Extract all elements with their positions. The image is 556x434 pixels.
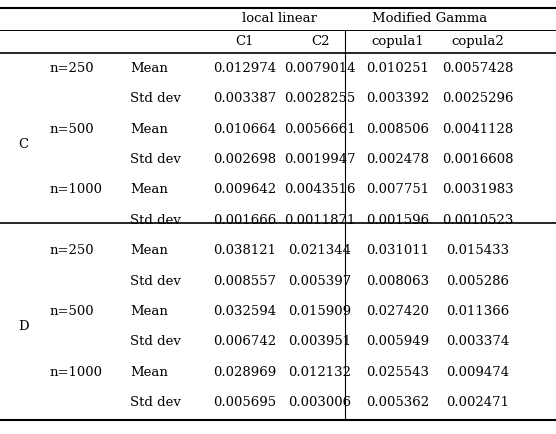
Text: n=500: n=500 — [50, 122, 95, 135]
Text: 0.005949: 0.005949 — [366, 335, 430, 349]
Text: Std dev: Std dev — [130, 92, 181, 105]
Text: 0.005286: 0.005286 — [446, 275, 509, 288]
Text: 0.0016608: 0.0016608 — [442, 153, 514, 166]
Text: copula1: copula1 — [371, 35, 424, 48]
Text: 0.003006: 0.003006 — [289, 396, 351, 409]
Text: 0.0025296: 0.0025296 — [442, 92, 514, 105]
Text: C1: C1 — [236, 35, 254, 48]
Text: 0.0041128: 0.0041128 — [443, 122, 514, 135]
Text: 0.0031983: 0.0031983 — [442, 184, 514, 196]
Text: 0.0056661: 0.0056661 — [284, 122, 356, 135]
Text: 0.0019947: 0.0019947 — [284, 153, 356, 166]
Text: 0.027420: 0.027420 — [366, 305, 429, 318]
Text: 0.0010523: 0.0010523 — [443, 214, 514, 227]
Text: Std dev: Std dev — [130, 396, 181, 409]
Text: 0.015909: 0.015909 — [289, 305, 351, 318]
Text: 0.002478: 0.002478 — [366, 153, 429, 166]
Text: 0.003951: 0.003951 — [289, 335, 351, 349]
Text: Std dev: Std dev — [130, 335, 181, 349]
Text: local linear: local linear — [242, 13, 317, 26]
Text: 0.003387: 0.003387 — [214, 92, 277, 105]
Text: 0.005397: 0.005397 — [289, 275, 351, 288]
Text: 0.009474: 0.009474 — [446, 366, 509, 379]
Text: Std dev: Std dev — [130, 214, 181, 227]
Text: 0.003374: 0.003374 — [446, 335, 510, 349]
Text: 0.002698: 0.002698 — [214, 153, 276, 166]
Text: Mean: Mean — [130, 62, 168, 75]
Text: n=1000: n=1000 — [50, 184, 103, 196]
Text: 0.006742: 0.006742 — [214, 335, 276, 349]
Text: 0.010664: 0.010664 — [214, 122, 276, 135]
Text: 0.0028255: 0.0028255 — [284, 92, 356, 105]
Text: n=1000: n=1000 — [50, 366, 103, 379]
Text: 0.025543: 0.025543 — [366, 366, 429, 379]
Text: 0.0057428: 0.0057428 — [443, 62, 514, 75]
Text: 0.008506: 0.008506 — [366, 122, 429, 135]
Text: 0.0043516: 0.0043516 — [284, 184, 356, 196]
Text: 0.012132: 0.012132 — [289, 366, 351, 379]
Text: 0.015433: 0.015433 — [446, 244, 509, 257]
Text: 0.003392: 0.003392 — [366, 92, 430, 105]
Text: 0.001666: 0.001666 — [214, 214, 277, 227]
Text: n=250: n=250 — [50, 244, 95, 257]
Text: 0.007751: 0.007751 — [366, 184, 430, 196]
Text: 0.012974: 0.012974 — [214, 62, 276, 75]
Text: Mean: Mean — [130, 305, 168, 318]
Text: Std dev: Std dev — [130, 153, 181, 166]
Text: n=500: n=500 — [50, 305, 95, 318]
Text: n=250: n=250 — [50, 62, 95, 75]
Text: 0.021344: 0.021344 — [289, 244, 351, 257]
Text: 0.032594: 0.032594 — [214, 305, 276, 318]
Text: 0.028969: 0.028969 — [214, 366, 277, 379]
Text: C2: C2 — [311, 35, 329, 48]
Text: 0.0011871: 0.0011871 — [284, 214, 356, 227]
Text: 0.031011: 0.031011 — [366, 244, 429, 257]
Text: C: C — [18, 138, 28, 151]
Text: 0.005362: 0.005362 — [366, 396, 430, 409]
Text: 0.038121: 0.038121 — [214, 244, 276, 257]
Text: 0.010251: 0.010251 — [366, 62, 429, 75]
Text: 0.001596: 0.001596 — [366, 214, 430, 227]
Text: 0.0079014: 0.0079014 — [284, 62, 356, 75]
Text: 0.008557: 0.008557 — [214, 275, 276, 288]
Text: D: D — [18, 320, 28, 333]
Text: Mean: Mean — [130, 122, 168, 135]
Text: 0.008063: 0.008063 — [366, 275, 430, 288]
Text: Modified Gamma: Modified Gamma — [373, 13, 488, 26]
Text: 0.005695: 0.005695 — [214, 396, 276, 409]
Text: Std dev: Std dev — [130, 275, 181, 288]
Text: 0.002471: 0.002471 — [446, 396, 509, 409]
Text: 0.009642: 0.009642 — [214, 184, 276, 196]
Text: 0.011366: 0.011366 — [446, 305, 510, 318]
Text: Mean: Mean — [130, 184, 168, 196]
Text: Mean: Mean — [130, 244, 168, 257]
Text: Mean: Mean — [130, 366, 168, 379]
Text: copula2: copula2 — [451, 35, 504, 48]
